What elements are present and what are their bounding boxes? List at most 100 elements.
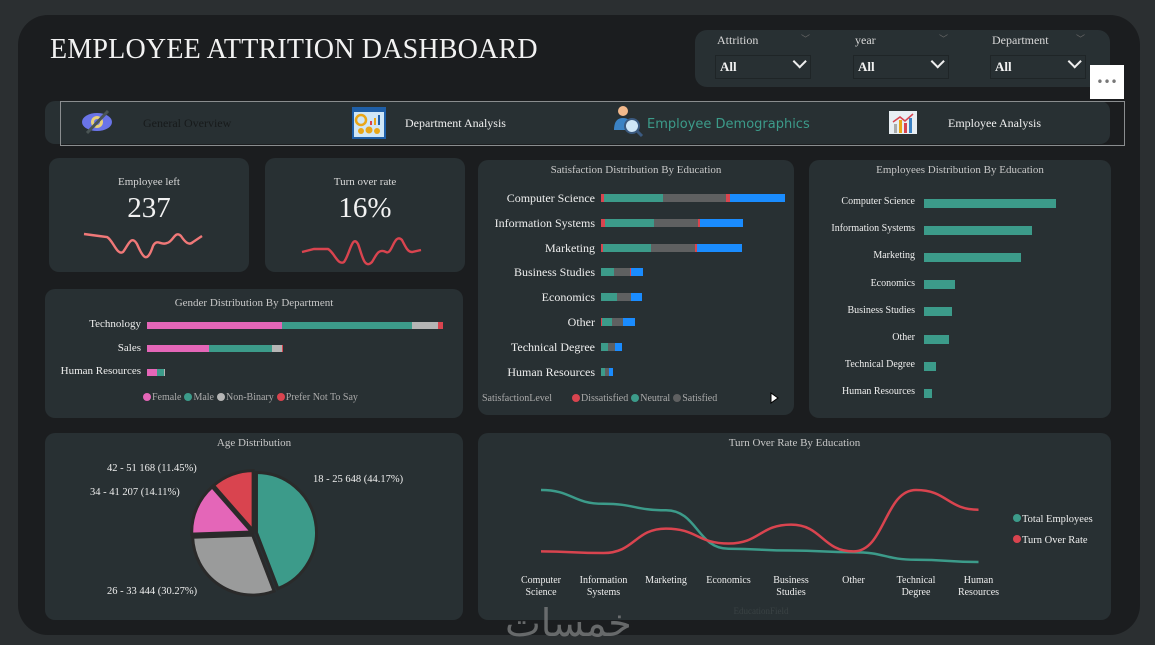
- bar-segment[interactable]: [282, 321, 412, 329]
- legend-next-arrow-icon[interactable]: [770, 392, 780, 404]
- bar-segment[interactable]: [695, 243, 697, 252]
- chevron-down-icon[interactable]: ﹀: [939, 34, 949, 44]
- bar-segment[interactable]: [630, 268, 631, 277]
- pie-slice[interactable]: [211, 469, 255, 535]
- bar-segment[interactable]: [631, 268, 643, 277]
- bar-segment[interactable]: [147, 368, 157, 376]
- chevron-down-icon[interactable]: ﹀: [801, 34, 811, 44]
- bar-segment[interactable]: [209, 345, 272, 352]
- bar-segment[interactable]: [157, 368, 164, 376]
- bar-segment[interactable]: [601, 268, 614, 277]
- legend-item[interactable]: Satisfied: [673, 393, 717, 404]
- legend-item[interactable]: Neutral: [631, 393, 670, 404]
- nav-general-overview[interactable]: General Overview: [143, 116, 232, 130]
- nav-employee-analysis[interactable]: Employee Analysis: [948, 116, 1041, 130]
- chevron-down-icon: [792, 54, 807, 69]
- year-select[interactable]: All: [853, 54, 949, 79]
- legend-item[interactable]: Non-Binary: [216, 392, 274, 403]
- attrition-select[interactable]: All: [715, 54, 811, 79]
- line-series[interactable]: [540, 488, 979, 564]
- nav-department-analysis[interactable]: Department Analysis: [405, 116, 506, 130]
- line-series[interactable]: [540, 488, 979, 555]
- bar-segment[interactable]: [601, 367, 605, 376]
- bar-segment[interactable]: [601, 293, 617, 302]
- bar-segment[interactable]: [147, 345, 209, 352]
- legend-dot: [184, 393, 193, 401]
- category-label: Economics: [541, 290, 595, 305]
- eye-slash-icon[interactable]: [80, 108, 114, 136]
- bar-segment[interactable]: [601, 243, 603, 252]
- bar-segment[interactable]: [601, 218, 605, 227]
- bar-segment[interactable]: [654, 218, 698, 227]
- category-label: Human Resources: [507, 364, 595, 379]
- bar-segment[interactable]: [700, 218, 743, 227]
- bar-segment[interactable]: [697, 243, 742, 252]
- bar[interactable]: [924, 307, 952, 317]
- dashboard-presentation-icon[interactable]: [352, 107, 386, 139]
- bar-segment[interactable]: [164, 368, 165, 376]
- bar-segment[interactable]: [604, 194, 663, 202]
- age-pie-chart: 18 - 25 648 (44.17%) 26 - 33 444 (30.27%)…: [90, 463, 404, 597]
- bar-segment[interactable]: [438, 321, 443, 329]
- bar-segment[interactable]: [617, 293, 631, 302]
- bar-segment[interactable]: [601, 194, 604, 202]
- filter-panel: Attrition ﹀ All year ﹀ All Department ﹀ …: [695, 30, 1110, 87]
- legend-label: Male: [193, 392, 214, 403]
- bar[interactable]: [924, 198, 1056, 208]
- bar-segment[interactable]: [602, 318, 612, 326]
- category-label: Human Resources: [60, 365, 141, 377]
- page-title: EMPLOYEE ATTRITION DASHBOARD: [50, 34, 538, 65]
- bar-segment[interactable]: [614, 268, 630, 277]
- bar-segment[interactable]: [605, 367, 609, 376]
- bar-segment[interactable]: [609, 367, 613, 376]
- bar-segment[interactable]: [601, 342, 608, 351]
- chevron-down-icon[interactable]: ﹀: [1076, 34, 1086, 44]
- bar-segment[interactable]: [726, 194, 730, 202]
- department-select[interactable]: All: [990, 54, 1086, 79]
- pie-slice[interactable]: [190, 484, 255, 536]
- pie-slice[interactable]: [254, 471, 318, 591]
- more-options-button[interactable]: •••: [1090, 65, 1124, 99]
- bar-segment[interactable]: [605, 218, 654, 227]
- bar-segment[interactable]: [730, 194, 785, 202]
- bar[interactable]: [924, 252, 1022, 262]
- legend-item[interactable]: Female: [143, 392, 181, 403]
- bar-segment[interactable]: [601, 318, 602, 326]
- category-label: Marketing: [545, 240, 595, 255]
- pie-slice[interactable]: [191, 533, 277, 597]
- legend-item[interactable]: Male: [184, 392, 214, 403]
- bar[interactable]: [924, 361, 937, 371]
- legend-label[interactable]: Total Employees: [1022, 514, 1093, 525]
- bar[interactable]: [924, 334, 949, 344]
- bar-segment[interactable]: [623, 318, 635, 326]
- bar[interactable]: [924, 280, 955, 290]
- bar-segment[interactable]: [615, 342, 622, 351]
- user-search-icon[interactable]: [612, 104, 644, 138]
- legend-item[interactable]: Dissatisfied: [572, 393, 628, 404]
- x-tick-label: Economics: [706, 575, 751, 586]
- legend-dot: [143, 393, 151, 401]
- legend-dot: [631, 394, 640, 402]
- bar[interactable]: [924, 225, 1033, 235]
- bar-segment[interactable]: [631, 293, 642, 302]
- bar-segment[interactable]: [282, 345, 283, 352]
- kpi-value: 237: [127, 192, 171, 224]
- legend-item[interactable]: Prefer Not To Say: [276, 392, 358, 403]
- bar-segment[interactable]: [412, 321, 438, 329]
- nav-employee-demographics[interactable]: Employee Demographics: [647, 117, 810, 132]
- bar-segment[interactable]: [608, 342, 615, 351]
- x-tick-label: Marketing: [645, 575, 687, 586]
- bar-segment[interactable]: [612, 318, 623, 326]
- bar-segment[interactable]: [651, 243, 695, 252]
- bar[interactable]: [924, 388, 933, 398]
- bar-segment[interactable]: [272, 345, 282, 352]
- bar-segment[interactable]: [147, 321, 282, 329]
- bar-segment[interactable]: [698, 218, 700, 227]
- legend-label[interactable]: Turn Over Rate: [1022, 535, 1088, 546]
- bar-segment[interactable]: [603, 243, 651, 252]
- pie-data-label: 26 - 33 444 (30.27%): [107, 586, 198, 597]
- bar-chart-icon[interactable]: [888, 110, 918, 136]
- bar-segment[interactable]: [663, 194, 726, 202]
- category-label: Information Systems: [494, 215, 595, 230]
- x-tick-label: Information Systems: [580, 575, 628, 598]
